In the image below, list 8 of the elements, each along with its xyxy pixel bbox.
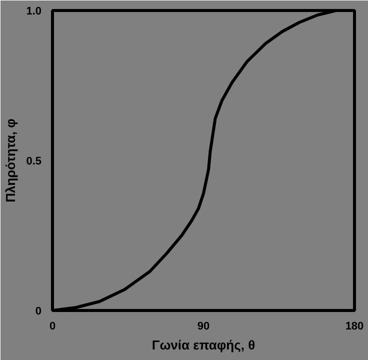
y-axis-title: Πληρότητα, φ	[3, 118, 18, 202]
x-axis-title: Γωνία επαφής, θ	[152, 338, 256, 352]
y-tick-label: 0.5	[26, 156, 42, 168]
x-tick-label: 0	[49, 320, 56, 332]
y-tick-label: 1.0	[26, 6, 42, 18]
y-tick-label: 0	[35, 306, 42, 318]
x-tick-label: 90	[197, 320, 210, 332]
x-tick-label: 180	[345, 320, 364, 332]
